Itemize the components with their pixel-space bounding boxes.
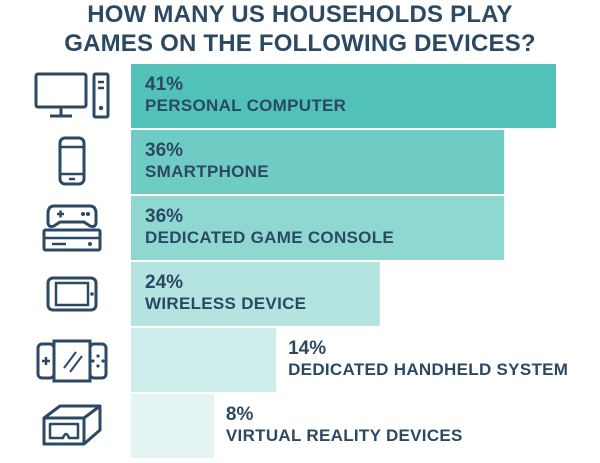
- desktop-computer-icon: [34, 72, 110, 119]
- vr-headset-icon: [42, 404, 102, 446]
- bar-label-5: 14% DEDICATED HANDHELD SYSTEM: [288, 338, 568, 380]
- handheld-console-icon: [36, 339, 108, 383]
- value-label: 8%: [225, 404, 254, 425]
- bar-4: [131, 262, 380, 326]
- bar-label-4: 24% WIRELESS DEVICE: [145, 272, 306, 314]
- chart-title-line-2: GAMES ON THE FOLLOWING DEVICES?: [64, 30, 536, 57]
- chart-title: HOW MANY US HOUSEHOLDS PLAY GAMES ON THE…: [0, 0, 600, 58]
- value-label: 36%: [145, 140, 184, 161]
- tablet-icon: [46, 276, 98, 312]
- bar-label-1: 41% PERSONAL COMPUTER: [145, 74, 346, 116]
- value-label: 24%: [145, 272, 184, 293]
- category-label: PERSONAL COMPUTER: [145, 96, 347, 115]
- value-label: 41%: [145, 74, 184, 95]
- value-label: 14%: [288, 338, 327, 359]
- category-label: VIRTUAL REALITY DEVICES: [225, 426, 463, 445]
- bar-label-2: 36% SMARTPHONE: [145, 140, 269, 182]
- bar-3: [131, 196, 505, 260]
- smartphone-icon: [58, 136, 86, 186]
- bar-2: [131, 130, 505, 194]
- bar-5: [131, 328, 277, 392]
- bar-1: [131, 64, 556, 128]
- game-console-icon: [42, 204, 102, 252]
- category-label: SMARTPHONE: [145, 162, 269, 181]
- category-label: WIRELESS DEVICE: [145, 294, 307, 313]
- bar-label-6: 8% VIRTUAL REALITY DEVICES: [226, 404, 463, 446]
- category-label: DEDICATED GAME CONSOLE: [145, 228, 395, 247]
- value-label: 36%: [145, 206, 184, 227]
- bar-label-3: 36% DEDICATED GAME CONSOLE: [145, 206, 394, 248]
- chart-title-line-1: HOW MANY US HOUSEHOLDS PLAY: [87, 1, 513, 28]
- category-label: DEDICATED HANDHELD SYSTEM: [288, 360, 569, 379]
- bar-6: [131, 394, 214, 458]
